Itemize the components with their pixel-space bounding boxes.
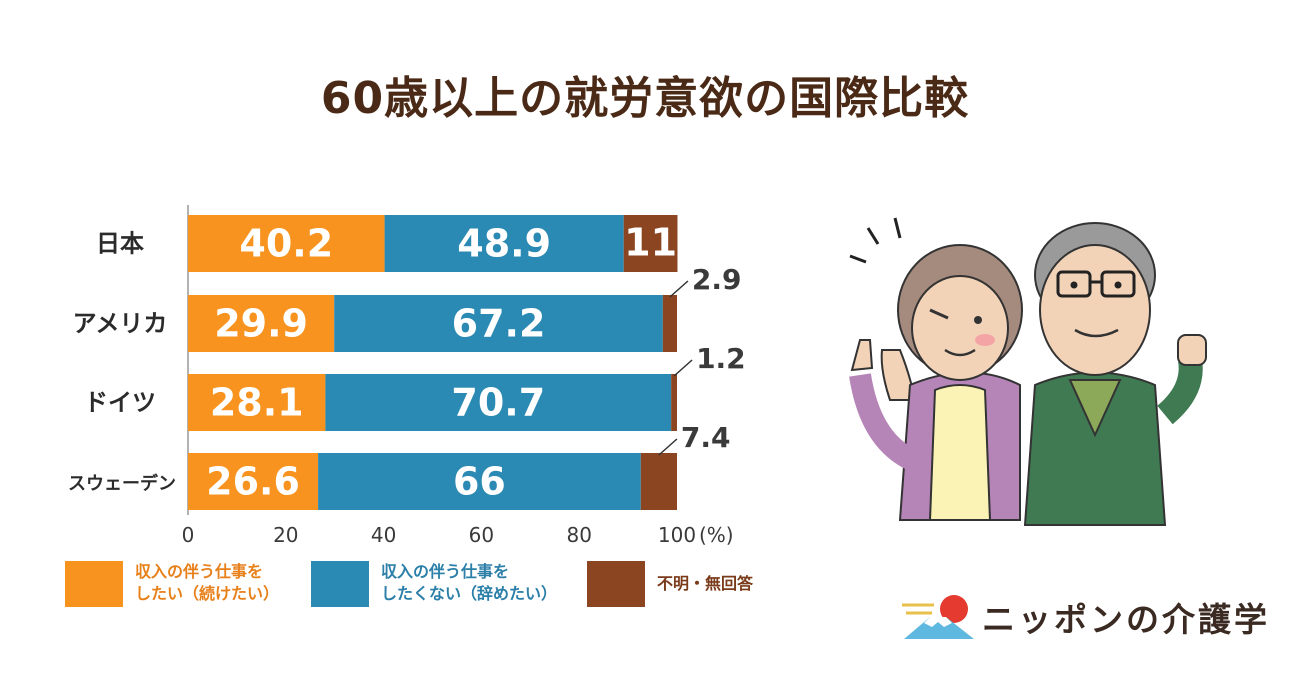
logo-text: ニッポンの介護学 xyxy=(982,600,1270,639)
bar-segment xyxy=(188,453,319,510)
category-label: 日本 xyxy=(96,230,144,258)
chart-title: 60歳以上の就労意欲の国際比較 xyxy=(320,73,970,124)
data-label: 29.9 xyxy=(214,302,308,346)
data-label: 66 xyxy=(453,460,506,504)
data-label: 2.9 xyxy=(692,263,742,296)
data-label: 40.2 xyxy=(239,222,333,266)
data-label: 67.2 xyxy=(452,302,546,346)
x-tick-label: 0 xyxy=(182,523,195,547)
brand-logo: ニッポンの介護学 xyxy=(900,593,1267,641)
bar-segment xyxy=(640,453,677,510)
bar-segment xyxy=(623,215,678,272)
x-tick-label: 60 xyxy=(469,523,494,547)
bar-segment xyxy=(662,295,677,352)
legend-item-not-want-work: 収入の伴う仕事を したくない（辞めたい） xyxy=(311,561,557,607)
bar-segment xyxy=(318,453,641,510)
category-label: ドイツ xyxy=(84,389,156,417)
legend-item-unknown: 不明・無回答 xyxy=(587,561,753,607)
leader-line xyxy=(673,359,693,377)
legend-swatch-brown xyxy=(587,561,645,607)
x-axis-unit: (%) xyxy=(699,523,734,547)
bar-segment xyxy=(188,295,335,352)
data-label: 7.4 xyxy=(681,421,731,454)
leader-line xyxy=(669,280,689,298)
x-tick-label: 40 xyxy=(371,523,396,547)
data-label: 26.6 xyxy=(206,460,300,504)
surprise-marks-icon xyxy=(849,217,902,264)
data-label: 28.1 xyxy=(210,381,304,425)
leader-line xyxy=(658,438,678,456)
legend-label: 収入の伴う仕事を したくない（辞めたい） xyxy=(381,562,558,603)
bar-segment xyxy=(334,295,663,352)
legend-swatch-orange xyxy=(65,561,123,607)
bar-segment xyxy=(671,374,677,431)
bar-segment xyxy=(384,215,624,272)
data-label: 11 xyxy=(624,221,677,265)
category-label: アメリカ xyxy=(73,310,168,338)
legend-item-want-work: 収入の伴う仕事を したい（続けたい） xyxy=(65,561,279,607)
legend-label: 収入の伴う仕事を したい（続けたい） xyxy=(135,562,280,603)
bar-segment xyxy=(188,215,385,272)
x-tick-label: 80 xyxy=(566,523,591,547)
legend-label: 不明・無回答 xyxy=(657,574,754,593)
category-label: スウェーデン xyxy=(68,473,176,495)
legend-swatch-blue xyxy=(311,561,369,607)
data-label: 48.9 xyxy=(457,222,551,266)
bar-segment xyxy=(325,374,672,431)
data-label: 1.2 xyxy=(696,342,746,375)
elderly-man-icon xyxy=(1023,222,1207,526)
elderly-woman-icon xyxy=(849,244,1023,521)
mount-fuji-sun-icon xyxy=(902,595,974,639)
elderly-couple-illustration xyxy=(849,217,1207,526)
data-label: 70.7 xyxy=(451,381,545,425)
bar-segment xyxy=(188,374,326,431)
x-tick-label: 20 xyxy=(273,523,298,547)
x-tick-label: 100 xyxy=(658,523,696,547)
